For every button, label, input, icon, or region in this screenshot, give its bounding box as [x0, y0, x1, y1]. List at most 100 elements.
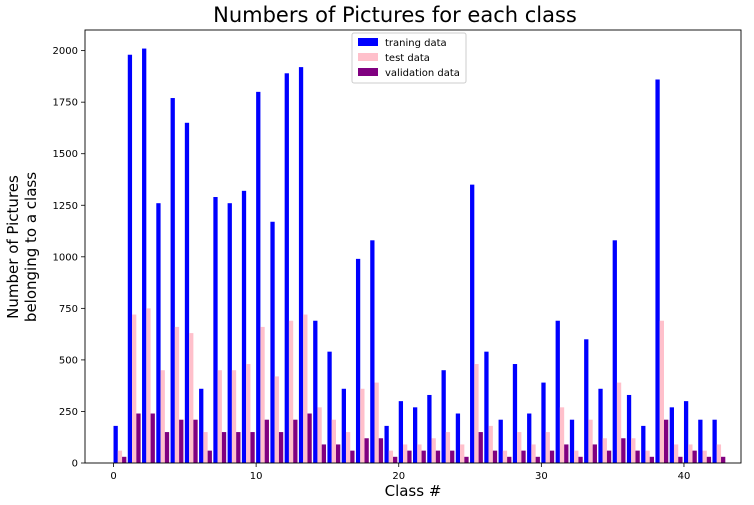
bar-validation-class-1 [136, 413, 141, 463]
bar-training-class-16 [341, 388, 346, 463]
bar-test-class-32 [574, 450, 579, 463]
bar-validation-class-12 [293, 419, 298, 463]
bar-test-class-0 [117, 450, 123, 463]
bar-training-class-37 [641, 425, 646, 463]
bar-test-class-4 [174, 326, 180, 463]
x-tick-label: 10 [250, 471, 263, 482]
bar-validation-class-0 [122, 456, 127, 463]
bar-validation-class-24 [464, 456, 469, 463]
bar-validation-class-20 [407, 450, 412, 463]
y-tick-label: 500 [59, 355, 78, 366]
bar-training-class-8 [227, 203, 232, 463]
bar-test-class-9 [246, 364, 251, 463]
bar-training-class-19 [384, 425, 389, 463]
bar-training-class-22 [427, 394, 432, 463]
bar-test-class-16 [345, 432, 351, 463]
y-tick-label: 750 [59, 304, 78, 315]
bar-training-class-27 [498, 419, 503, 463]
bar-test-class-42 [716, 444, 722, 463]
y-axis-label-line-1: Number of Pictures [4, 175, 22, 319]
legend-swatch-validation [358, 68, 378, 76]
bar-test-class-38 [659, 320, 664, 463]
bar-training-class-2 [142, 48, 147, 464]
bar-validation-class-30 [549, 450, 555, 463]
bar-test-class-30 [545, 432, 550, 463]
bar-training-class-3 [156, 203, 161, 463]
y-tick-label: 1250 [53, 201, 78, 212]
bar-training-class-32 [569, 419, 575, 463]
bar-training-class-11 [270, 221, 275, 463]
bar-training-class-9 [241, 190, 247, 463]
y-tick-label: 250 [59, 407, 78, 418]
bar-validation-class-38 [663, 419, 669, 463]
y-tick-label: 0 [72, 459, 78, 470]
bar-training-class-15 [327, 351, 332, 463]
x-axis-label: Class # [385, 482, 442, 500]
bar-validation-class-40 [692, 450, 697, 463]
bar-training-class-18 [370, 240, 375, 463]
bar-test-class-18 [374, 382, 379, 463]
y-axis-ticks: 0 250 500 750 1000 1250 1500 1750 2000 [53, 46, 85, 470]
bar-test-class-23 [445, 432, 451, 463]
bar-validation-class-15 [335, 444, 341, 463]
bar-test-class-6 [203, 432, 208, 463]
bar-validation-class-14 [321, 444, 327, 463]
y-tick-label: 1750 [53, 98, 78, 109]
bar-validation-class-16 [350, 450, 355, 463]
legend-label-validation: validation data [385, 68, 460, 79]
bar-validation-class-5 [193, 419, 198, 463]
bar-test-class-2 [146, 308, 151, 463]
bar-training-class-25 [470, 184, 475, 463]
bar-validation-class-18 [378, 438, 384, 463]
y-axis-label-line-2: belonging to a class [22, 172, 40, 322]
bar-test-class-11 [274, 376, 279, 463]
bar-test-class-36 [631, 438, 636, 463]
bar-test-class-14 [317, 407, 322, 463]
bar-test-class-29 [531, 444, 536, 463]
bar-test-class-33 [588, 419, 593, 463]
bar-test-class-13 [303, 314, 308, 463]
bar-training-class-36 [626, 394, 632, 463]
bar-validation-class-26 [492, 450, 498, 463]
bars-group [113, 48, 726, 464]
bar-validation-class-21 [421, 450, 426, 463]
bar-validation-class-11 [278, 432, 284, 463]
bar-validation-class-34 [606, 450, 612, 463]
bar-test-class-8 [231, 370, 237, 463]
bar-training-class-6 [199, 388, 204, 463]
bar-validation-class-23 [450, 450, 455, 463]
bar-test-class-19 [388, 450, 394, 463]
bar-training-class-17 [355, 258, 361, 463]
bar-validation-class-8 [236, 432, 241, 463]
bar-validation-class-32 [578, 456, 583, 463]
bar-test-class-35 [616, 382, 622, 463]
bar-validation-class-9 [250, 432, 255, 463]
bar-test-class-31 [559, 407, 565, 463]
bar-test-class-40 [688, 444, 693, 463]
bar-training-class-38 [655, 79, 660, 464]
y-tick-label: 1500 [53, 149, 78, 160]
bar-test-class-12 [288, 320, 294, 463]
bar-validation-class-10 [264, 419, 269, 463]
bar-validation-class-33 [592, 444, 597, 463]
bar-training-class-23 [441, 370, 446, 463]
x-axis-ticks: 0 10 20 30 40 [110, 463, 690, 482]
bar-test-class-39 [673, 444, 679, 463]
bar-training-class-39 [669, 407, 674, 463]
bar-validation-class-29 [535, 456, 540, 463]
bar-test-class-25 [474, 364, 479, 463]
bar-test-class-24 [460, 444, 465, 463]
bar-validation-class-2 [150, 413, 155, 463]
bar-test-class-3 [160, 370, 165, 463]
bar-training-class-42 [712, 419, 717, 463]
bar-validation-class-6 [207, 450, 212, 463]
legend: traning data test data validation data [351, 32, 467, 84]
bar-test-class-28 [517, 432, 522, 463]
bar-validation-class-19 [393, 456, 398, 463]
bar-training-class-34 [598, 388, 603, 463]
x-tick-label: 30 [535, 471, 548, 482]
bar-test-class-20 [403, 444, 408, 463]
bar-validation-class-35 [621, 438, 626, 463]
bar-validation-class-3 [164, 432, 170, 463]
